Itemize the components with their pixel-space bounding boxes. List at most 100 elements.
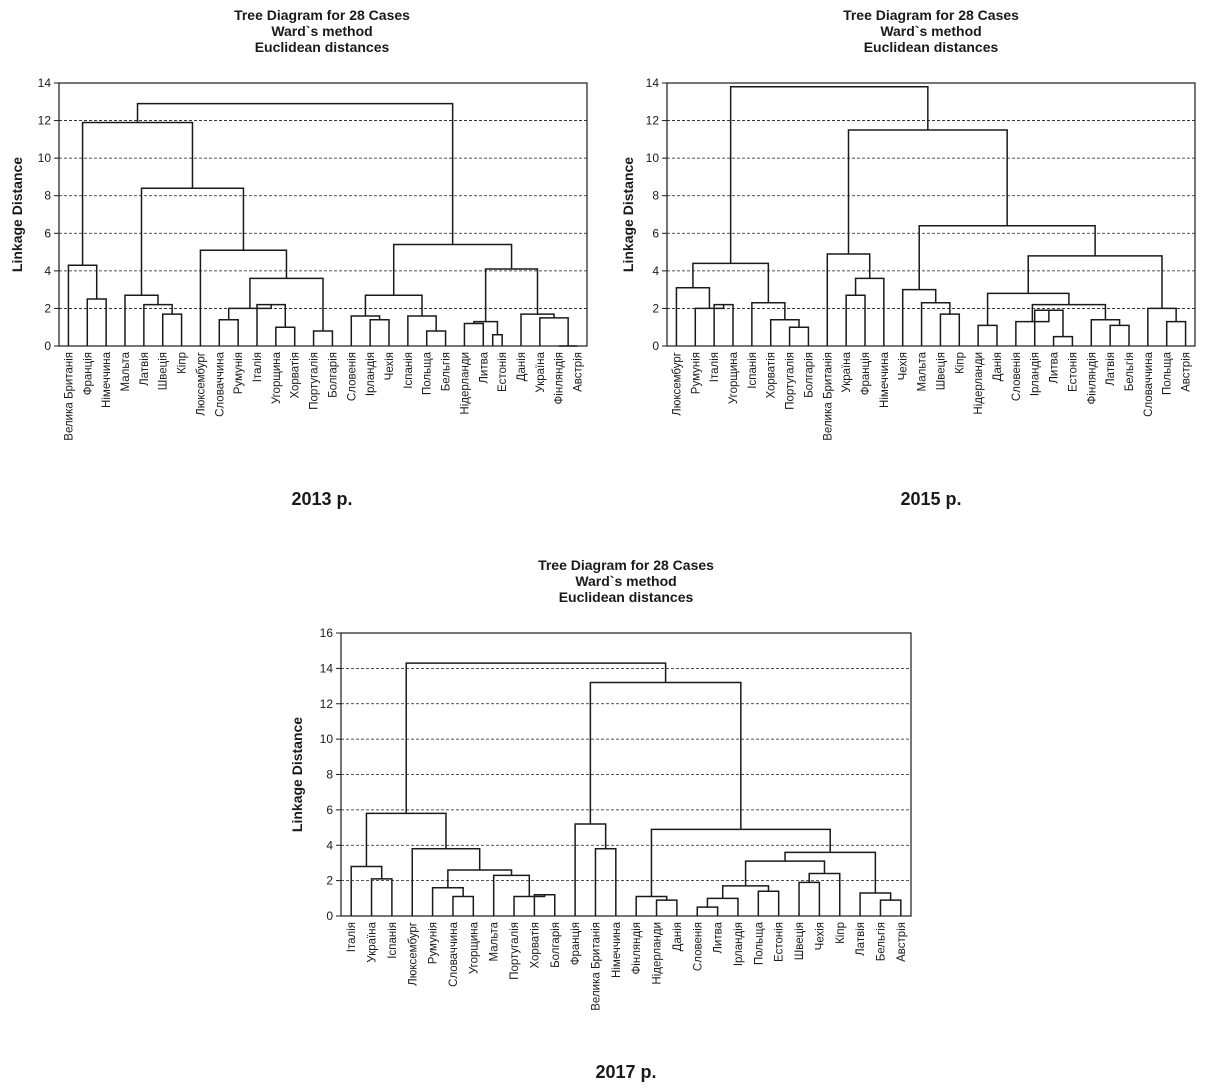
y-tick-label: 12 [38,114,52,128]
leaf-label: Італія [346,922,358,952]
leaf-label: Чехія [814,922,826,950]
leaf-label: Литва [478,351,490,383]
leaf-label: Франція [860,352,872,395]
dendrogram-link [227,304,272,320]
y-tick-label: 8 [326,768,333,782]
dendrogram-link [405,662,667,814]
leaf-label: Франція [570,922,582,965]
leaf-label: Угорщина [468,921,480,974]
leaf-label: Данія [516,352,528,381]
chart-title-line-1: Tree Diagram for 28 Cases [843,7,1019,23]
leaf-label: Угорщина [728,351,740,404]
dendrogram-link [721,885,770,899]
dendrogram-link [692,262,770,303]
leaf-label: Кіпр [177,352,189,374]
leaf-label: Латвія [855,922,867,956]
leaf-label: Португалія [509,922,521,980]
leaf-label: Словенія [692,922,704,971]
leaf-label: Болгарія [803,352,815,398]
leaf-label: Латвія [1105,352,1117,386]
y-tick-label: 12 [646,114,660,128]
leaf-label: Мальта [917,351,929,391]
leaf-label: Словенія [346,352,358,401]
leaf-label: Україна [841,351,853,392]
leaf-label: Кіпр [954,352,966,374]
leaf-label: Хорватія [529,922,541,969]
dendrogram-link [1090,318,1121,346]
leaf-label: Болгарія [327,352,339,398]
dendrogram-link [81,121,194,266]
leaf-label: Бельгія [441,352,453,391]
leaf-label: Італія [709,352,721,382]
y-tick-label: 6 [652,226,659,240]
dendrogram-link [589,681,742,830]
leaf-label: Данія [672,922,684,951]
dendrogram-link [411,848,481,916]
dendrogram-link [757,890,780,916]
dendrogram-link [136,102,454,245]
dendrogram-link [249,277,324,331]
leaf-label: Польща [1162,351,1174,395]
dendrogram-link [143,303,173,346]
leaf-label: Швеція [158,352,170,390]
dendrogram-link [729,86,929,264]
dendrogram-link [1052,335,1074,346]
dendrogram-link [854,277,885,346]
y-tick-label: 12 [320,697,334,711]
dendrogram-link [312,330,334,346]
leaf-label: Португалія [309,352,321,410]
leaf-label: Люксембург [195,352,207,416]
leaf-label: Словенія [1011,352,1023,401]
dendrogram-link [67,264,98,346]
dendrogram-link [364,294,423,316]
dendrogram-link [492,874,531,916]
leaf-label: Нідерланди [652,922,664,985]
dendrogram-link [463,322,485,346]
leaf-label: Ірландія [733,922,745,966]
dendrogram-link [769,318,800,346]
leaf-label: Україна [367,921,379,962]
dendrogram-link [1027,255,1163,309]
leaf-label: Фінляндія [631,922,643,974]
y-tick-label: 4 [652,264,659,278]
dendrogram-link [986,292,1070,326]
leaf-label: Італія [252,352,264,382]
chart-title-line-2: Ward`s method [271,23,372,39]
dendrogram-link [655,899,678,916]
y-tick-label: 14 [320,661,334,675]
leaf-label: Німеччина [879,351,891,408]
leaf-label: Румунія [428,922,440,964]
leaf-label: Нідерланди [459,352,471,415]
dendrogram-link [513,894,546,916]
dendrogram-link [425,330,447,346]
chart-title-line-3: Euclidean distances [864,39,999,55]
dendrogram-link [920,302,951,346]
leaf-label: Данія [992,352,1004,381]
dendrogram-link [533,894,556,916]
dendrogram-link [713,303,734,346]
plot-frame [58,82,588,347]
leaf-label: Словаччина [1143,351,1155,416]
chart-title-line-2: Ward`s method [575,573,676,589]
dendrogram-link [1033,309,1064,346]
leaf-label: Австрія [1181,352,1193,392]
y-tick-label: 2 [652,301,659,315]
leaf-label: Польща [422,351,434,395]
y-tick-label: 10 [38,151,52,165]
dendrogram-link [1147,307,1177,346]
dendrogram-link [847,129,1008,254]
chart-title-line-3: Euclidean distances [559,589,694,605]
leaf-label: Словаччина [214,351,226,416]
dendrogram-link [407,315,437,346]
dendrogram-link [939,313,961,346]
dendrogram-link [808,872,841,916]
leaf-label: Словаччина [448,921,460,986]
dendrogram-link [594,848,617,916]
leaf-label: Бельгія [875,922,887,961]
y-axis-label: Linkage Distance [289,717,305,832]
y-tick-label: 0 [44,339,51,353]
dendrogram-link [901,288,937,346]
